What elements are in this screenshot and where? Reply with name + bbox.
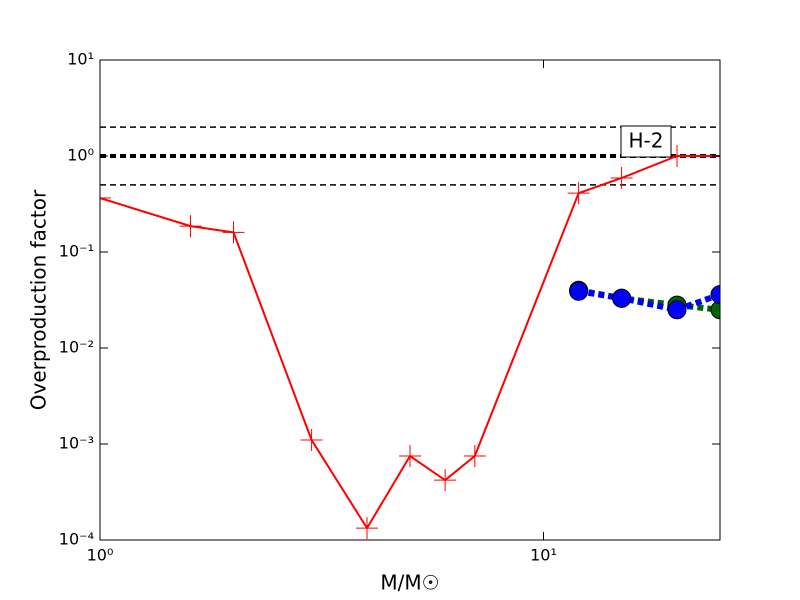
marker <box>300 429 323 452</box>
marker <box>356 517 379 540</box>
x-tick-label: 10¹ <box>530 546 557 565</box>
annotation-box <box>620 125 672 158</box>
series-line <box>578 288 720 313</box>
marker <box>567 182 590 205</box>
y-tick-label: 10⁻¹ <box>59 242 94 261</box>
marker <box>463 444 486 467</box>
marker <box>399 444 421 467</box>
marker <box>100 187 111 210</box>
marker <box>434 469 457 492</box>
y-tick-label: 10⁻⁴ <box>59 530 94 549</box>
marker <box>222 221 245 244</box>
plot-area <box>100 126 720 540</box>
marker <box>610 166 633 189</box>
marker <box>569 281 589 301</box>
y-axis-label: Overproduction factor <box>27 189 51 410</box>
y-tick-label: 10⁰ <box>67 146 94 165</box>
x-tick-label: 10⁰ <box>87 546 114 565</box>
annotation-text: H-2 <box>629 129 664 153</box>
x-axis-label: M/M☉ <box>380 571 439 595</box>
y-tick-label: 10⁻³ <box>59 434 94 453</box>
marker <box>612 288 632 308</box>
marker <box>667 300 687 320</box>
annotation: H-2 <box>620 125 672 158</box>
y-tick-label: 10⁻² <box>59 338 94 357</box>
marker <box>710 300 720 320</box>
axes-frame <box>99 59 721 541</box>
marker <box>710 285 720 305</box>
series-line <box>100 155 720 531</box>
y-tick-label: 10¹ <box>67 50 94 69</box>
marker <box>179 215 202 238</box>
